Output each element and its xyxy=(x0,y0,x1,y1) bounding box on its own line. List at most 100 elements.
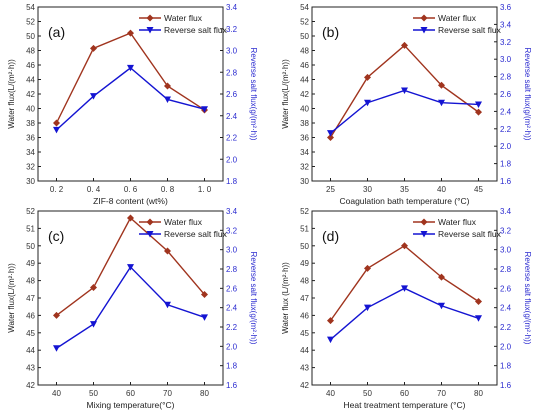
x-tick-label: 25 xyxy=(326,185,335,194)
left-tick-label: 43 xyxy=(300,364,309,373)
left-tick-label: 48 xyxy=(26,277,35,286)
legend-label: Reverse salt flux xyxy=(438,25,502,35)
x-tick-label: 35 xyxy=(400,185,409,194)
x-tick-label: 40 xyxy=(437,185,446,194)
left-tick-label: 52 xyxy=(26,207,35,216)
chart-panel: 30 32 34 36 38 40 42 44 46 48 50 52 54 1.6 1.8 2.0 2.2 2.… xyxy=(281,3,532,206)
left-tick-label: 44 xyxy=(26,76,35,85)
right-tick-label: 3.4 xyxy=(500,20,512,29)
left-tick-label: 48 xyxy=(26,47,35,56)
data-point xyxy=(164,247,171,255)
data-point xyxy=(90,284,97,292)
right-tick-label: 3.0 xyxy=(226,246,238,255)
x-tick-label: 70 xyxy=(437,389,446,398)
left-tick-label: 48 xyxy=(300,277,309,286)
left-tick-label: 30 xyxy=(300,177,309,186)
right-tick-label: 2.4 xyxy=(500,107,512,116)
x-axis-label: ZIF-8 content (wt%) xyxy=(93,196,168,206)
left-tick-label: 38 xyxy=(300,119,309,128)
left-tick-label: 45 xyxy=(300,329,309,338)
right-tick-label: 3.4 xyxy=(226,3,238,12)
right-tick-label: 2.2 xyxy=(500,125,512,134)
left-tick-label: 50 xyxy=(300,32,309,41)
data-point xyxy=(327,336,334,344)
left-tick-label: 42 xyxy=(26,381,35,390)
data-point xyxy=(127,29,134,37)
data-point xyxy=(438,273,445,281)
x-tick-label: 80 xyxy=(474,389,483,398)
right-tick-label: 2.4 xyxy=(226,112,238,121)
left-tick-label: 42 xyxy=(26,90,35,99)
right-tick-label: 1.6 xyxy=(500,177,512,186)
right-tick-label: 2.6 xyxy=(500,90,512,99)
right-tick-label: 2.0 xyxy=(226,342,238,351)
x-tick-label: 0. 4 xyxy=(87,185,101,194)
data-point xyxy=(475,108,482,116)
data-point xyxy=(90,321,97,328)
x-tick-label: 45 xyxy=(474,185,483,194)
data-point xyxy=(164,301,171,309)
left-tick-label: 47 xyxy=(26,294,35,303)
data-point xyxy=(127,64,134,72)
left-tick-label: 40 xyxy=(300,105,309,114)
x-axis-label: Mixing temperature(°C) xyxy=(87,400,175,410)
left-tick-label: 46 xyxy=(300,311,309,320)
legend-marker xyxy=(146,218,154,226)
right-tick-label: 2.8 xyxy=(226,68,238,77)
right-tick-label: 1.6 xyxy=(500,381,512,390)
data-point xyxy=(475,101,482,108)
left-tick-label: 36 xyxy=(26,134,35,143)
data-point xyxy=(201,106,208,113)
right-tick-label: 2.6 xyxy=(500,284,512,293)
x-tick-label: 0. 8 xyxy=(161,185,175,194)
data-point xyxy=(401,242,408,250)
data-point xyxy=(90,93,97,100)
right-tick-label: 2.4 xyxy=(500,304,512,313)
x-tick-label: 1. 0 xyxy=(198,185,212,194)
left-tick-label: 50 xyxy=(300,242,309,251)
legend-marker xyxy=(420,218,428,226)
left-tick-label: 30 xyxy=(26,177,35,186)
panel-label: (a) xyxy=(48,24,65,40)
left-tick-label: 46 xyxy=(26,311,35,320)
data-point xyxy=(364,73,371,81)
right-tick-label: 2.6 xyxy=(226,90,238,99)
left-tick-label: 42 xyxy=(300,90,309,99)
series-line xyxy=(330,89,479,134)
data-point xyxy=(53,119,60,127)
data-point xyxy=(90,44,97,52)
x-tick-label: 50 xyxy=(89,389,98,398)
y-axis-label-right: Reverse salt flux(g/(m²·h)) xyxy=(523,252,532,345)
left-tick-label: 40 xyxy=(26,105,35,114)
left-tick-label: 34 xyxy=(300,148,309,157)
right-tick-label: 2.2 xyxy=(226,323,238,332)
right-tick-label: 2.6 xyxy=(226,284,238,293)
data-point xyxy=(201,314,208,321)
data-point xyxy=(364,99,371,107)
right-tick-label: 1.8 xyxy=(226,362,238,371)
legend-label: Reverse salt flux xyxy=(438,229,502,239)
x-tick-label: 50 xyxy=(363,389,372,398)
legend-label: Water flux xyxy=(438,217,477,227)
left-tick-label: 32 xyxy=(26,163,35,172)
legend-label: Reverse salt flux xyxy=(164,25,228,35)
legend-marker xyxy=(420,14,428,22)
left-tick-label: 52 xyxy=(300,18,309,27)
y-axis-label-right: Reverse salt flux(g/(m²·h)) xyxy=(523,48,532,141)
y-axis-label-left: Water flux (L/(m²·h)) xyxy=(281,262,290,334)
y-axis-label-left: Water flux(L/(m²·h)) xyxy=(7,59,16,129)
y-axis-label-left: Water flux(L/(m²·h)) xyxy=(7,263,16,333)
left-tick-label: 44 xyxy=(300,346,309,355)
data-point xyxy=(401,87,408,95)
left-tick-label: 50 xyxy=(26,32,35,41)
data-point xyxy=(164,82,171,90)
data-point xyxy=(201,291,208,299)
left-tick-label: 52 xyxy=(300,207,309,216)
series-line xyxy=(56,265,205,349)
data-point xyxy=(327,130,334,137)
right-tick-label: 3.2 xyxy=(500,38,512,47)
data-point xyxy=(327,134,334,141)
data-point xyxy=(53,126,60,134)
right-tick-label: 3.2 xyxy=(500,226,512,235)
y-axis-label-right: Reverse salt flux(g/(m²·h)) xyxy=(249,252,258,345)
